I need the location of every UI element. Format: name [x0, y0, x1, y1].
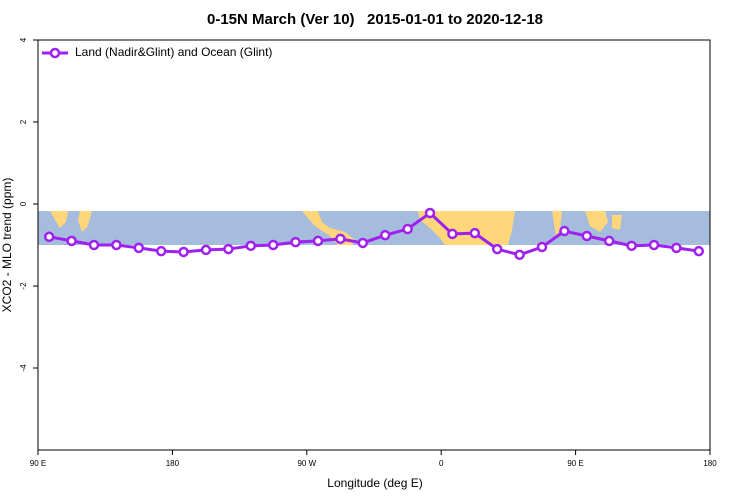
point	[447, 228, 458, 240]
point	[267, 239, 279, 251]
point	[335, 233, 346, 245]
point	[223, 243, 234, 255]
legend-label: Land (Nadir&Glint) and Ocean (Glint)	[75, 45, 272, 59]
y-tick-label: 2	[19, 119, 28, 124]
point	[559, 225, 570, 237]
point	[43, 231, 55, 243]
point	[536, 241, 548, 253]
point	[402, 223, 413, 235]
point	[155, 245, 167, 257]
land	[552, 211, 622, 236]
y-axis-label: XCO2 - MLO trend (ppm)	[0, 178, 14, 313]
y-tick-label: -4	[19, 364, 28, 372]
y-tick-label: -2	[19, 282, 28, 290]
legend-marker	[49, 47, 61, 59]
point	[200, 244, 212, 256]
x-tick-label: 90 E	[30, 459, 46, 468]
land	[418, 211, 515, 245]
point	[581, 230, 593, 242]
point	[178, 246, 189, 258]
point	[111, 239, 122, 251]
point	[290, 236, 301, 248]
y-tick-label: 0	[19, 201, 28, 206]
point	[693, 245, 705, 257]
point	[626, 240, 637, 252]
x-axis-label: Longitude (deg E)	[327, 476, 422, 490]
point	[424, 207, 436, 219]
point	[245, 240, 257, 252]
point	[469, 227, 481, 239]
x-tick-label: 180	[703, 459, 717, 468]
x-tick-label: 0	[439, 459, 444, 468]
y-tick-label: 4	[19, 37, 28, 42]
point	[648, 239, 660, 251]
point	[88, 239, 100, 251]
chart-title: 0-15N March (Ver 10) 2015-01-01 to 2020-…	[207, 11, 543, 28]
point	[66, 235, 77, 247]
x-tick-label: 180	[166, 459, 180, 468]
point	[603, 235, 615, 247]
land	[50, 211, 92, 232]
plot-frame	[37, 39, 711, 451]
point	[514, 249, 525, 261]
point	[491, 243, 503, 255]
point	[671, 242, 682, 254]
point	[357, 237, 369, 249]
x-tick-label: 90 W	[297, 459, 316, 468]
point	[379, 229, 391, 241]
point	[133, 242, 145, 254]
x-tick-label: 90 E	[567, 459, 583, 468]
point	[312, 235, 324, 247]
